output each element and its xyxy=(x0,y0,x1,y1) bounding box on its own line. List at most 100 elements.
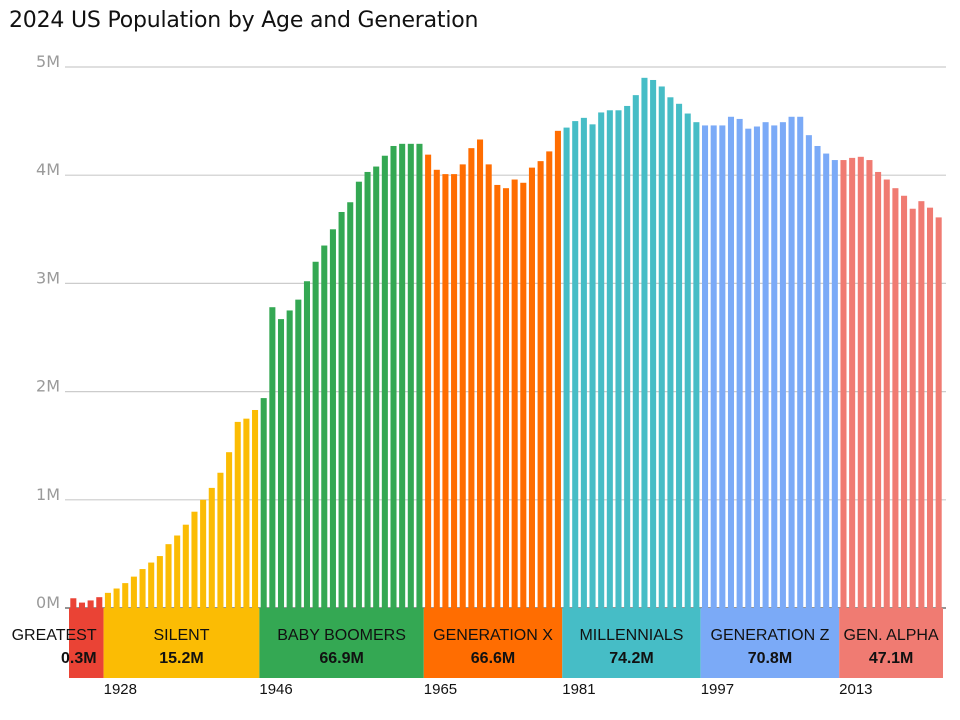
bar xyxy=(926,207,934,608)
generation-name: GENERATION X xyxy=(433,627,553,644)
bar xyxy=(286,310,293,608)
bar xyxy=(243,418,250,608)
bar xyxy=(615,110,622,608)
bar xyxy=(745,128,752,608)
bar xyxy=(641,77,648,608)
generation-total: 66.9M xyxy=(319,650,363,667)
bar xyxy=(762,122,769,608)
bar xyxy=(321,245,328,608)
bar xyxy=(174,535,181,608)
bar xyxy=(226,452,233,608)
bar xyxy=(96,597,103,608)
bar xyxy=(580,117,587,608)
bar xyxy=(87,600,94,608)
bar xyxy=(347,202,354,608)
bar xyxy=(156,556,163,608)
bar xyxy=(70,598,77,608)
bar xyxy=(528,167,535,608)
generation-total: 0.3M xyxy=(61,650,97,667)
bar xyxy=(468,148,475,608)
bar xyxy=(658,86,665,608)
bar xyxy=(667,97,674,609)
x-axis-years: 1928 1946 1965 1981 1997 2013 xyxy=(104,681,873,698)
bar xyxy=(381,155,388,608)
bar xyxy=(676,103,683,609)
bar xyxy=(113,588,120,608)
bar xyxy=(736,118,743,608)
bar xyxy=(442,174,449,609)
generation-band xyxy=(69,608,104,678)
bar xyxy=(312,261,319,608)
bar xyxy=(606,110,613,608)
bar xyxy=(823,153,830,608)
bar xyxy=(537,161,544,608)
bar xyxy=(303,281,310,608)
bar xyxy=(572,121,579,608)
bar xyxy=(632,95,639,608)
bar xyxy=(295,299,302,608)
year-tick-label: 1928 xyxy=(104,681,137,698)
bar xyxy=(702,125,709,608)
bar xyxy=(364,171,371,609)
generation-band xyxy=(103,608,260,678)
bar xyxy=(252,409,259,608)
generation-total: 15.2M xyxy=(159,650,203,667)
bar xyxy=(563,127,570,608)
generation-name: SILENT xyxy=(153,627,209,644)
bar xyxy=(277,319,285,608)
bar xyxy=(182,524,189,608)
bar xyxy=(451,174,458,609)
generation-name: MILLENNIALS xyxy=(579,627,683,644)
y-axis: 0M 1M 2M 3M 4M 5M xyxy=(36,52,60,612)
bar xyxy=(200,499,207,608)
bar xyxy=(399,143,406,608)
bar xyxy=(433,169,440,609)
generation-total: 74.2M xyxy=(609,650,653,667)
bar xyxy=(779,122,786,608)
bar xyxy=(260,398,267,608)
bar xyxy=(459,164,466,608)
bar xyxy=(909,208,916,608)
y-tick-label: 1M xyxy=(36,485,60,504)
bar xyxy=(217,472,224,608)
chart-title: 2024 US Population by Age and Generation xyxy=(9,8,479,33)
bar xyxy=(805,135,812,608)
year-tick-label: 2013 xyxy=(839,681,872,698)
bar xyxy=(425,154,432,608)
bar xyxy=(139,569,146,608)
generation-band xyxy=(839,608,943,678)
bar xyxy=(148,562,155,608)
bar xyxy=(650,79,657,608)
bar xyxy=(693,122,700,608)
bar xyxy=(901,195,908,608)
bar xyxy=(329,229,336,609)
bar xyxy=(814,145,821,608)
bar xyxy=(875,171,882,609)
bar xyxy=(130,576,137,608)
bar xyxy=(511,179,518,608)
bar xyxy=(771,125,778,608)
generation-band xyxy=(700,608,840,678)
bar xyxy=(719,125,726,608)
bar xyxy=(502,188,510,608)
bar xyxy=(122,583,129,608)
y-tick-label: 4M xyxy=(36,160,60,179)
year-tick-label: 1981 xyxy=(562,681,595,698)
bar xyxy=(589,124,596,608)
bar xyxy=(373,166,380,608)
bar xyxy=(840,160,847,608)
bar xyxy=(494,184,501,609)
bar xyxy=(407,143,414,608)
bar xyxy=(234,421,241,608)
bar xyxy=(883,179,890,608)
bar xyxy=(269,307,276,608)
bar xyxy=(892,188,899,608)
generation-total: 70.8M xyxy=(748,650,792,667)
generation-band xyxy=(423,608,563,678)
bar xyxy=(866,160,873,608)
bar xyxy=(477,139,484,608)
bar xyxy=(684,113,691,608)
bar xyxy=(598,112,605,608)
bar xyxy=(390,145,397,608)
bars xyxy=(70,77,942,609)
